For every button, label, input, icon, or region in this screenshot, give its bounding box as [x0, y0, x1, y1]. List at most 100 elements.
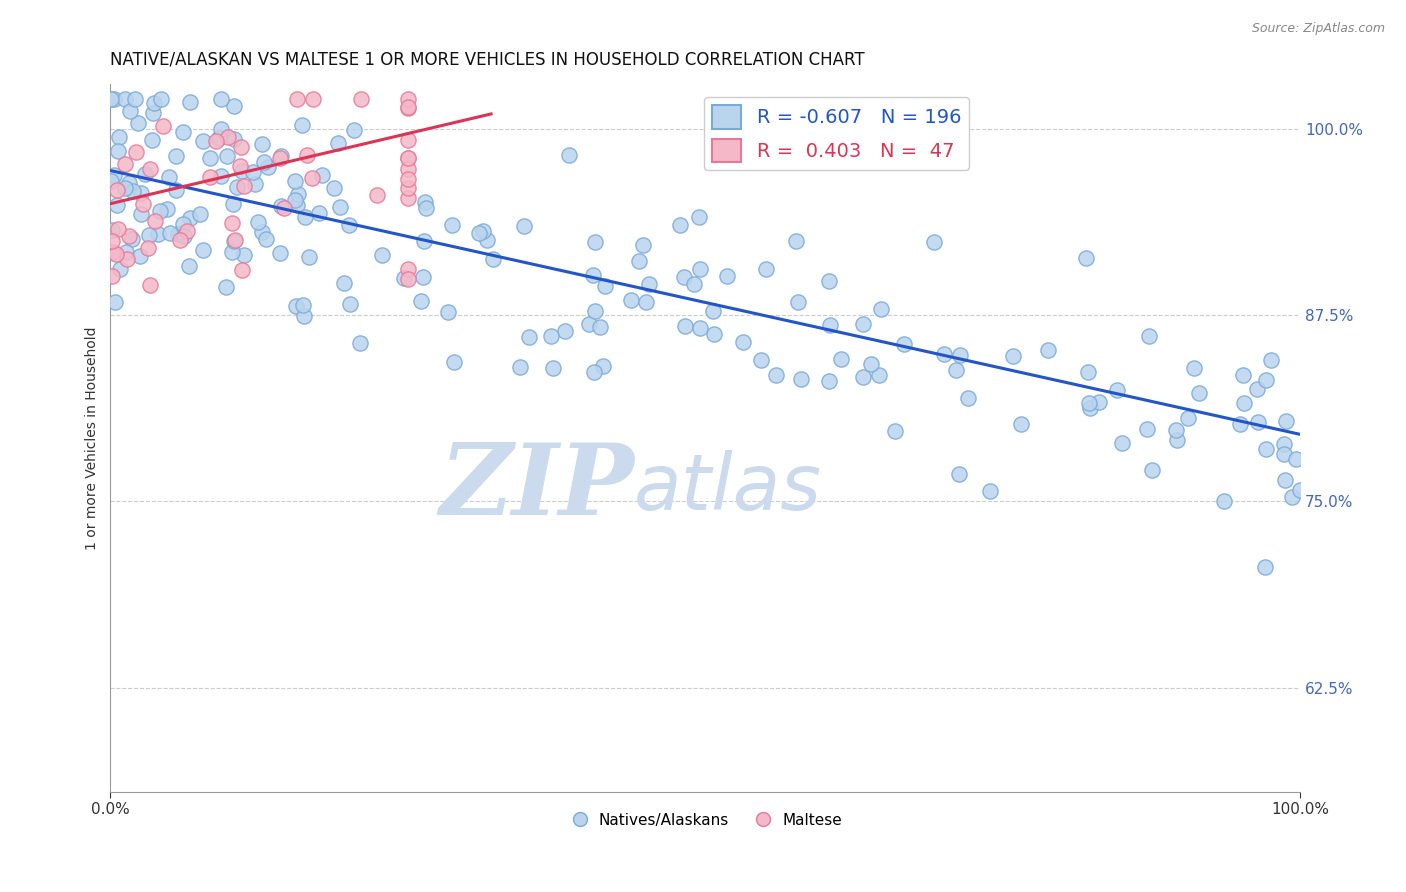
Point [254, 231, 277, 245]
Point [582, 268, 605, 282]
Point [1254, 373, 1277, 387]
Point [396, 272, 419, 286]
Text: ZIP: ZIP [439, 440, 634, 536]
Point [631, 238, 654, 252]
Point [396, 152, 419, 166]
Point [215, 280, 238, 294]
Point [224, 233, 246, 247]
Point [583, 235, 606, 250]
Point [138, 277, 160, 292]
Point [1254, 442, 1277, 456]
Point [114, 181, 136, 195]
Point [142, 106, 165, 120]
Point [217, 130, 239, 145]
Point [1088, 395, 1111, 409]
Point [308, 205, 330, 219]
Point [554, 324, 576, 338]
Point [188, 207, 211, 221]
Point [396, 100, 419, 114]
Point [118, 229, 141, 244]
Point [945, 362, 967, 376]
Point [209, 169, 232, 183]
Point [932, 347, 955, 361]
Point [1285, 451, 1308, 466]
Point [468, 227, 491, 241]
Point [1136, 422, 1159, 436]
Point [1281, 490, 1303, 504]
Point [125, 145, 148, 159]
Point [179, 95, 201, 109]
Point [284, 193, 307, 207]
Point [108, 130, 131, 145]
Point [104, 295, 127, 310]
Point [868, 368, 890, 383]
Point [107, 221, 129, 235]
Point [1247, 416, 1270, 430]
Point [437, 305, 460, 319]
Point [1260, 352, 1282, 367]
Point [396, 133, 419, 147]
Point [283, 174, 305, 188]
Point [1288, 483, 1310, 497]
Point [323, 181, 346, 195]
Point [1140, 463, 1163, 477]
Point [250, 137, 273, 152]
Point [396, 172, 419, 186]
Point [217, 149, 239, 163]
Point [118, 104, 141, 119]
Point [105, 197, 128, 211]
Point [232, 178, 254, 193]
Point [731, 335, 754, 350]
Point [101, 222, 124, 236]
Point [1233, 396, 1256, 410]
Point [512, 219, 534, 233]
Point [689, 261, 711, 276]
Point [396, 181, 419, 195]
Point [703, 326, 725, 341]
Point [148, 204, 170, 219]
Point [287, 187, 309, 202]
Point [208, 130, 231, 145]
Point [481, 252, 503, 266]
Point [669, 218, 692, 232]
Point [673, 318, 696, 333]
Point [256, 160, 278, 174]
Point [250, 225, 273, 239]
Point [107, 145, 129, 159]
Point [583, 303, 606, 318]
Point [222, 196, 245, 211]
Point [127, 115, 149, 129]
Point [472, 224, 495, 238]
Legend: Natives/Alaskans, Maltese: Natives/Alaskans, Maltese [562, 806, 848, 834]
Point [683, 277, 706, 291]
Point [115, 252, 138, 267]
Point [396, 161, 419, 176]
Point [149, 92, 172, 106]
Point [191, 243, 214, 257]
Point [132, 196, 155, 211]
Point [221, 244, 243, 259]
Point [1164, 423, 1187, 437]
Point [141, 132, 163, 146]
Point [156, 202, 179, 216]
Point [392, 271, 415, 285]
Point [509, 360, 531, 375]
Point [620, 293, 643, 307]
Point [129, 249, 152, 263]
Point [269, 246, 291, 260]
Point [672, 269, 695, 284]
Point [517, 330, 540, 344]
Point [295, 148, 318, 162]
Point [329, 200, 352, 214]
Point [627, 253, 650, 268]
Point [870, 301, 893, 316]
Point [396, 191, 419, 205]
Point [285, 198, 308, 212]
Point [152, 120, 174, 134]
Point [582, 365, 605, 379]
Point [101, 268, 124, 283]
Point [1077, 365, 1099, 379]
Point [222, 234, 245, 248]
Point [209, 92, 232, 106]
Point [1111, 436, 1133, 450]
